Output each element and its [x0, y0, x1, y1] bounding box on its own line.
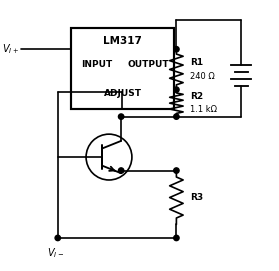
Text: $V_{I-}$: $V_{I-}$	[47, 246, 64, 260]
Circle shape	[174, 168, 179, 173]
Circle shape	[174, 114, 179, 119]
Text: 1.1 kΩ: 1.1 kΩ	[190, 105, 217, 114]
Circle shape	[118, 114, 124, 119]
Circle shape	[174, 47, 179, 52]
Text: ADJUST: ADJUST	[104, 89, 141, 98]
Text: R1: R1	[190, 58, 203, 67]
Circle shape	[174, 235, 179, 241]
Text: 240 Ω: 240 Ω	[190, 72, 215, 81]
Text: $V_{I+}$: $V_{I+}$	[2, 42, 19, 56]
Circle shape	[174, 87, 179, 92]
Text: R3: R3	[190, 193, 203, 202]
Text: LM317: LM317	[103, 36, 142, 46]
Text: INPUT: INPUT	[81, 60, 112, 69]
Text: OUTPUT: OUTPUT	[127, 60, 169, 69]
Text: R2: R2	[190, 92, 203, 101]
Circle shape	[55, 235, 61, 241]
Bar	[71, 28, 174, 109]
Circle shape	[118, 168, 124, 173]
